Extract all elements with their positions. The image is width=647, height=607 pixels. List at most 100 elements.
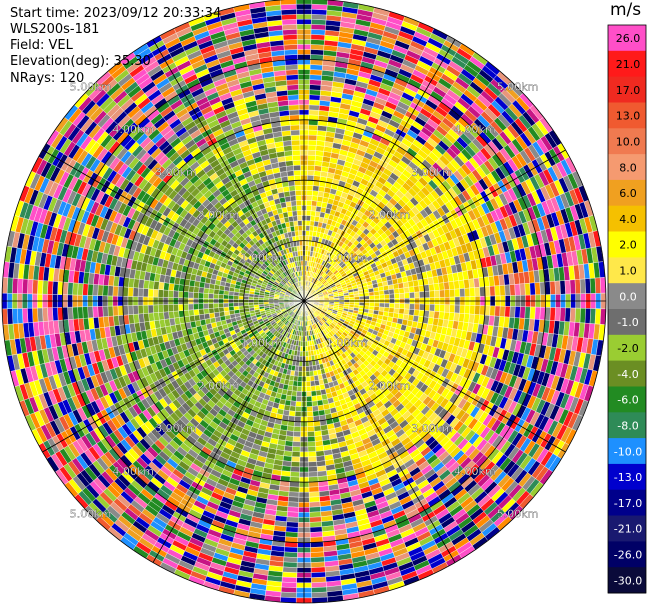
velocity-gate: [393, 307, 400, 314]
velocity-gate: [305, 215, 311, 221]
velocity-gate: [309, 94, 321, 101]
velocity-gate: [308, 476, 319, 483]
velocity-gate: [308, 360, 313, 367]
velocity-gate: [315, 389, 322, 397]
velocity-gate: [305, 376, 311, 382]
velocity-gate: [309, 531, 323, 538]
velocity-gate: [394, 303, 400, 309]
velocity-gate: [403, 308, 410, 315]
velocity-gate: [574, 307, 581, 323]
velocity-gate: [292, 446, 301, 453]
velocity-gate: [310, 546, 324, 553]
velocity-gate: [399, 303, 405, 310]
velocity-gate: [310, 210, 316, 217]
velocity-gate: [313, 170, 322, 177]
velocity-gate: [474, 287, 481, 297]
velocity-gate: [308, 461, 318, 468]
velocity-gate: [569, 307, 576, 323]
velocity-gate: [434, 290, 441, 298]
velocity-gate: [429, 290, 435, 298]
velocity-gate: [589, 308, 596, 325]
velocity-gate: [428, 283, 435, 292]
velocity-gate: [309, 64, 323, 71]
velocity-gate: [305, 381, 311, 387]
velocity-gate: [311, 3, 328, 11]
velocity-gate: [305, 371, 311, 377]
velocity-gate: [384, 302, 390, 308]
velocity-gate: [454, 288, 461, 298]
velocity-gate: [343, 297, 350, 301]
velocity-gate: [443, 311, 450, 321]
velocity-gate: [289, 405, 296, 412]
velocity-gate: [283, 556, 298, 563]
velocity-gate: [309, 220, 315, 227]
velocity-gate: [310, 380, 316, 387]
velocity-gate: [313, 374, 319, 381]
velocity-gate: [509, 284, 516, 296]
velocity-gate: [284, 445, 293, 452]
velocity-gate: [363, 292, 370, 297]
velocity-gate: [459, 288, 466, 298]
velocity-gate: [414, 303, 420, 311]
velocity-gate: [295, 406, 302, 412]
velocity-gate: [305, 235, 310, 241]
velocity-gate: [315, 150, 324, 157]
velocity-gate: [282, 566, 298, 573]
velocity-gate: [489, 285, 496, 297]
velocity-gate: [309, 516, 322, 523]
velocity-gate: [443, 281, 450, 291]
velocity-gate: [306, 210, 312, 216]
velocity-gate: [310, 39, 325, 46]
velocity-gate: [310, 561, 326, 568]
velocity-gate: [291, 390, 298, 397]
velocity-gate: [312, 405, 319, 412]
velocity-gate: [306, 411, 314, 417]
velocity-gate: [408, 286, 415, 293]
velocity-gate: [529, 282, 536, 296]
velocity-gate: [307, 164, 315, 171]
velocity-gate: [504, 284, 511, 296]
velocity-gate: [369, 302, 375, 307]
velocity-gate: [289, 476, 300, 483]
velocity-gate: [310, 566, 326, 573]
velocity-gate: [311, 395, 318, 402]
velocity-gate: [559, 307, 566, 322]
velocity-gate: [315, 445, 324, 452]
velocity-gate: [534, 282, 541, 296]
velocity-gate: [284, 546, 298, 553]
velocity-gate: [288, 496, 300, 503]
velocity-gate: [403, 287, 410, 294]
velocity-gate: [293, 421, 301, 427]
velocity-gate: [294, 411, 302, 417]
velocity-gate: [312, 410, 320, 417]
velocity-gate: [311, 19, 327, 26]
velocity-gate: [594, 277, 602, 294]
velocity-gate: [529, 306, 536, 320]
velocity-gate: [310, 205, 317, 212]
velocity-gate: [398, 308, 405, 315]
velocity-gate: [307, 149, 316, 156]
velocity-gate: [288, 491, 300, 498]
velocity-gate: [290, 395, 297, 402]
velocity-gate: [305, 220, 311, 226]
velocity-gate: [306, 180, 314, 186]
velocity-gate: [307, 456, 317, 463]
velocity-gate: [404, 292, 410, 299]
velocity-gate: [311, 9, 328, 16]
velocity-gate: [384, 294, 390, 300]
velocity-gate: [309, 69, 323, 76]
velocity-gate: [287, 501, 299, 508]
velocity-gate: [307, 175, 315, 181]
velocity-gate: [307, 441, 316, 448]
velocity-gate: [298, 361, 303, 367]
velocity-gate: [292, 385, 298, 392]
velocity-gate: [308, 109, 320, 116]
velocity-gate: [309, 375, 315, 382]
velocity-gate: [514, 283, 521, 296]
velocity-gate: [358, 292, 365, 297]
velocity-gate: [388, 289, 395, 295]
velocity-gate: [388, 307, 395, 313]
velocity-gate: [524, 283, 531, 296]
velocity-gate: [286, 425, 295, 432]
velocity-gate: [448, 281, 455, 290]
